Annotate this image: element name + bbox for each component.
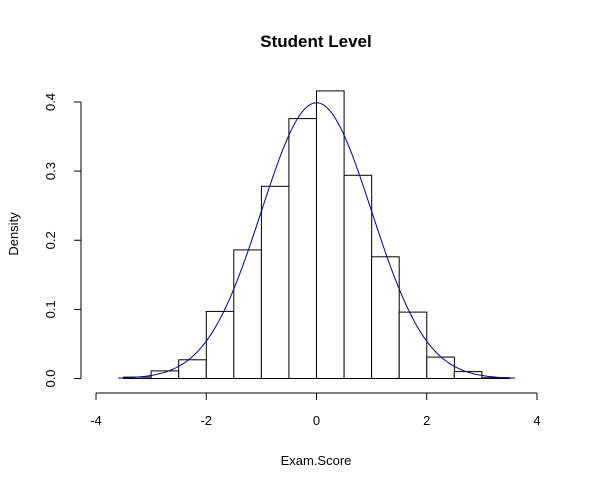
histogram-bar [260, 185, 290, 379]
histogram-bar [316, 90, 345, 380]
x-tick-label: 2 [423, 413, 430, 428]
histogram-bar [343, 174, 373, 379]
chart-title: Student Level [260, 32, 371, 51]
y-axis-label: Density [6, 212, 21, 256]
y-tick-label: 0.0 [43, 369, 58, 387]
histogram-bars [123, 90, 510, 380]
histogram-bar [398, 311, 428, 380]
histogram-bar [178, 359, 207, 379]
histogram-bar [426, 356, 455, 380]
histogram-bar [205, 310, 235, 379]
x-tick-label: 4 [533, 413, 540, 428]
y-tick-label: 0.3 [43, 162, 58, 180]
x-tick-label: -4 [90, 413, 102, 428]
x-axis: -4 -2 0 2 4 [90, 392, 541, 428]
y-tick-label: 0.2 [43, 231, 58, 249]
histogram-bar [233, 249, 262, 379]
x-tick-label: 0 [313, 413, 320, 428]
histogram-bar [288, 118, 317, 379]
y-axis: 0.0 0.1 0.2 0.3 0.4 [43, 93, 82, 388]
y-tick-label: 0.1 [43, 300, 58, 318]
histogram-bar [371, 256, 400, 379]
y-tick-label: 0.4 [43, 93, 58, 111]
x-tick-label: -2 [200, 413, 212, 428]
normal-density-curve [118, 102, 515, 379]
x-axis-label: Exam.Score [281, 453, 352, 468]
